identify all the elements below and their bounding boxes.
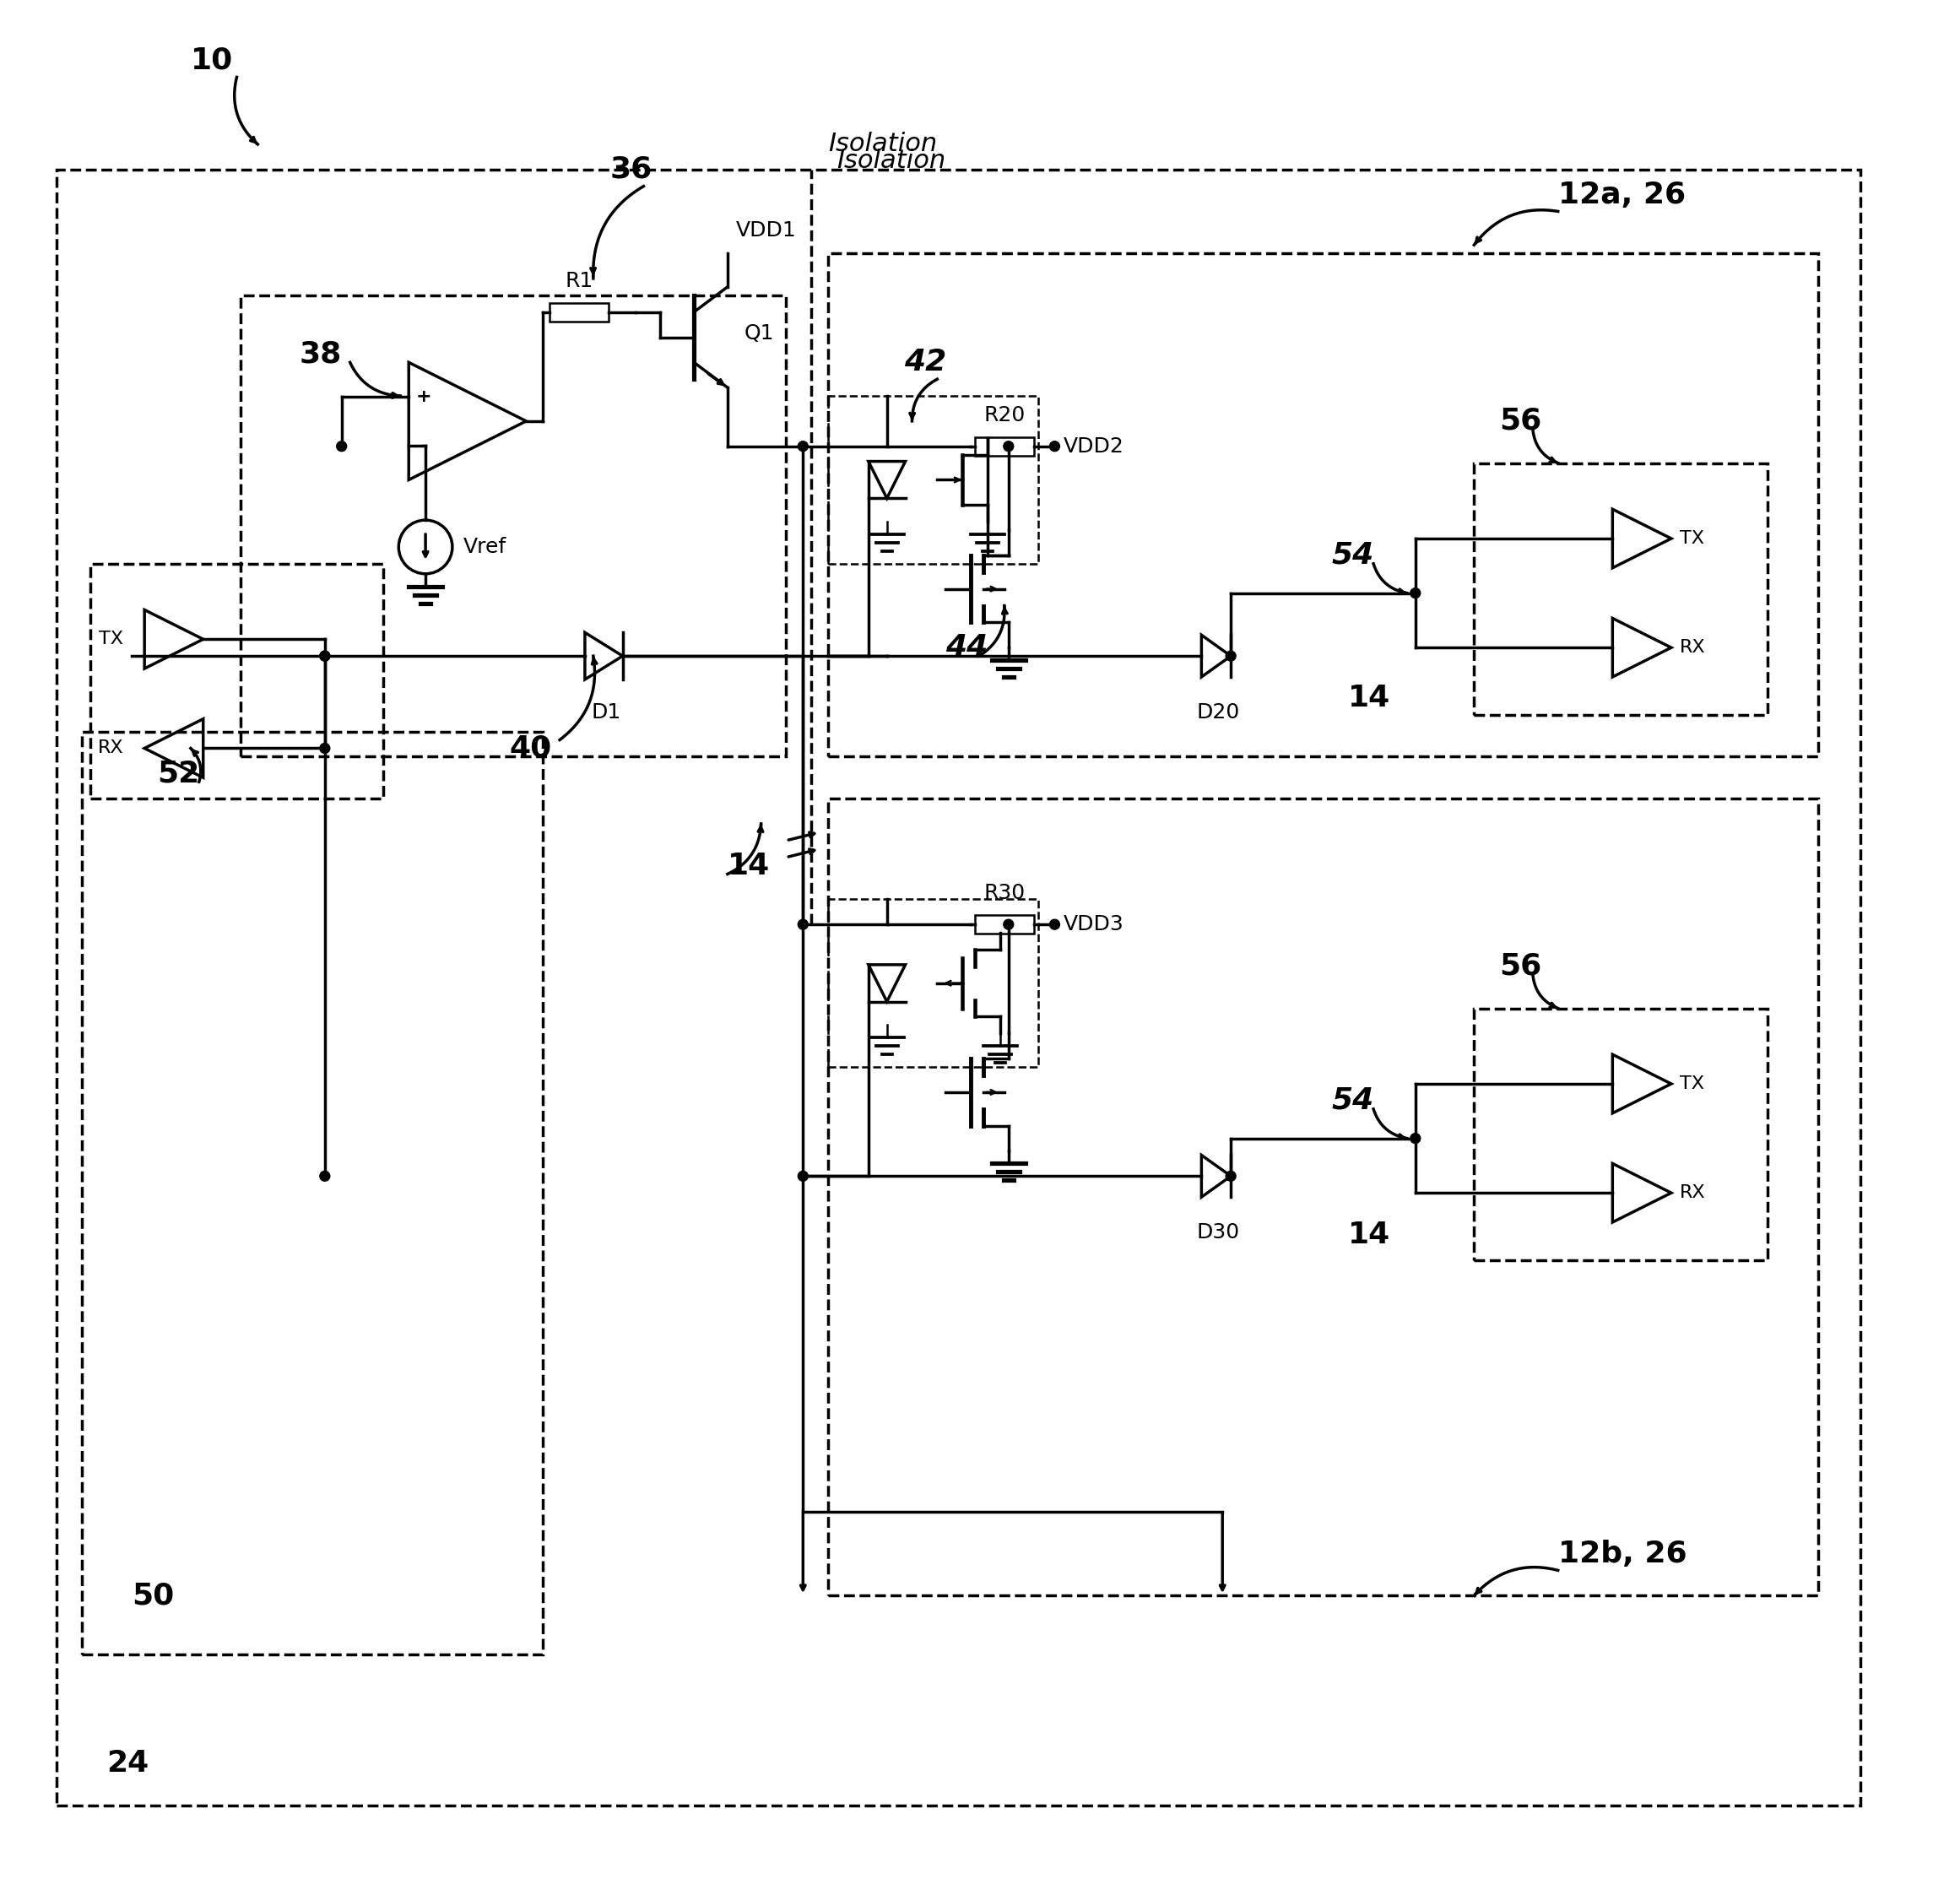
Text: +: + bbox=[416, 388, 431, 406]
Circle shape bbox=[319, 652, 329, 661]
Text: Q1: Q1 bbox=[745, 322, 774, 343]
Text: 12a, 26: 12a, 26 bbox=[1558, 180, 1686, 208]
Text: -: - bbox=[419, 436, 427, 457]
Text: 54: 54 bbox=[1331, 1086, 1374, 1114]
Text: 52: 52 bbox=[157, 760, 200, 788]
Text: 42: 42 bbox=[904, 349, 947, 377]
Text: D20: D20 bbox=[1198, 703, 1241, 722]
Text: 44: 44 bbox=[945, 633, 988, 661]
Text: RX: RX bbox=[98, 739, 123, 756]
Text: Isolation: Isolation bbox=[829, 133, 937, 157]
Circle shape bbox=[798, 919, 808, 929]
Text: TX: TX bbox=[100, 631, 123, 648]
Text: 14: 14 bbox=[1348, 684, 1392, 713]
Circle shape bbox=[1051, 919, 1060, 929]
Text: 50: 50 bbox=[131, 1580, 174, 1611]
Circle shape bbox=[319, 1171, 329, 1181]
Text: 10: 10 bbox=[190, 45, 233, 74]
Circle shape bbox=[1004, 919, 1013, 929]
Circle shape bbox=[1411, 587, 1421, 599]
Text: 24: 24 bbox=[106, 1749, 149, 1778]
Text: RX: RX bbox=[1680, 639, 1705, 656]
Text: 54: 54 bbox=[1331, 540, 1374, 570]
Text: RX: RX bbox=[1680, 1184, 1705, 1201]
Text: VDD3: VDD3 bbox=[1062, 913, 1123, 934]
Circle shape bbox=[798, 442, 808, 451]
Text: 56: 56 bbox=[1499, 951, 1543, 982]
Text: 14: 14 bbox=[727, 851, 770, 879]
Circle shape bbox=[1004, 442, 1013, 451]
Circle shape bbox=[1225, 652, 1237, 661]
Circle shape bbox=[319, 652, 329, 661]
Circle shape bbox=[319, 743, 329, 754]
Text: Isolation: Isolation bbox=[837, 150, 945, 172]
Text: D1: D1 bbox=[592, 703, 621, 722]
Text: R1: R1 bbox=[564, 271, 594, 292]
Text: 38: 38 bbox=[300, 339, 343, 368]
Text: 14: 14 bbox=[1348, 1220, 1392, 1249]
Circle shape bbox=[1051, 442, 1060, 451]
Text: R20: R20 bbox=[984, 406, 1025, 424]
Text: TX: TX bbox=[1680, 1074, 1703, 1092]
Text: R30: R30 bbox=[984, 883, 1025, 904]
Text: TX: TX bbox=[1680, 531, 1703, 548]
Text: 40: 40 bbox=[510, 733, 553, 762]
Circle shape bbox=[1411, 1133, 1421, 1143]
Text: VDD2: VDD2 bbox=[1062, 436, 1123, 457]
Text: VDD1: VDD1 bbox=[735, 220, 796, 241]
Text: 56: 56 bbox=[1499, 407, 1543, 436]
Circle shape bbox=[798, 1171, 808, 1181]
Text: D30: D30 bbox=[1198, 1222, 1241, 1243]
Text: Vref: Vref bbox=[463, 536, 506, 557]
Text: 12b, 26: 12b, 26 bbox=[1558, 1539, 1688, 1567]
Circle shape bbox=[337, 442, 347, 451]
Circle shape bbox=[1225, 1171, 1237, 1181]
Text: 36: 36 bbox=[610, 155, 653, 184]
